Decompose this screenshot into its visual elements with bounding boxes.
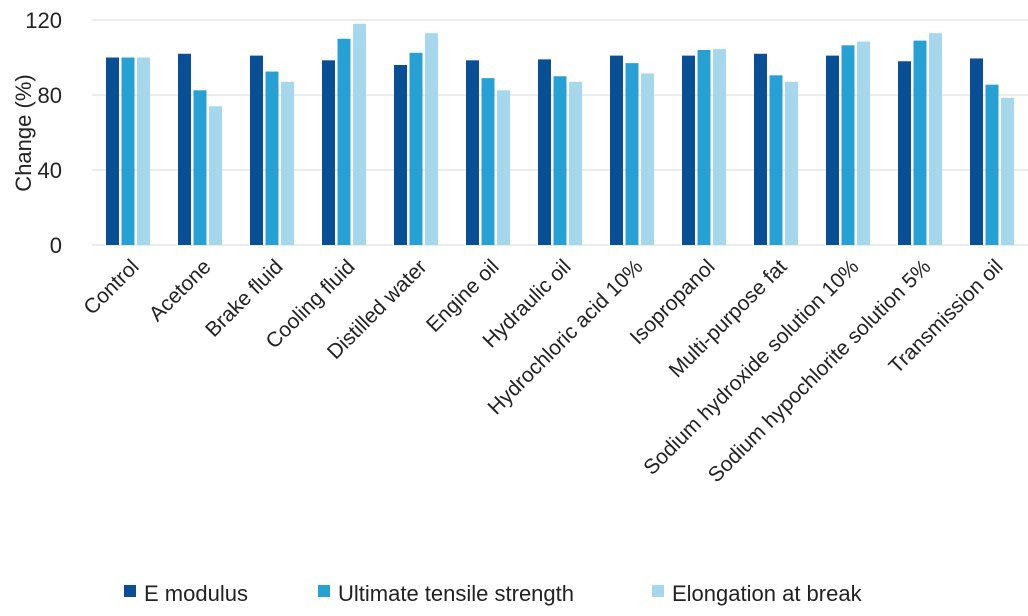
bar-e-modulus-9 (754, 53, 767, 245)
y-tick-label: 40 (38, 158, 62, 183)
y-tick-label: 0 (50, 233, 62, 258)
y-tick-label: 120 (25, 8, 62, 33)
bar-ultimate-tensile-strength-2 (265, 71, 279, 245)
y-axis-ticks: 0 40 80 120 (25, 8, 62, 258)
bar-elongation-at-break-4 (425, 33, 438, 245)
bar-e-modulus-1 (178, 53, 191, 245)
bar-e-modulus-10 (826, 55, 839, 245)
bar-e-modulus-12 (970, 58, 983, 245)
bar-ultimate-tensile-strength-8 (697, 50, 711, 245)
bar-ultimate-tensile-strength-1 (193, 90, 207, 245)
bar-elongation-at-break-10 (857, 41, 870, 245)
bar-elongation-at-break-7 (641, 73, 654, 245)
bar-e-modulus-8 (682, 55, 695, 245)
bars (106, 23, 1014, 245)
bar-ultimate-tensile-strength-7 (625, 63, 639, 245)
bar-e-modulus-5 (466, 60, 479, 245)
x-tick-label: Control (79, 255, 143, 319)
bar-e-modulus-11 (898, 61, 911, 245)
bar-elongation-at-break-0 (137, 57, 150, 245)
bar-ultimate-tensile-strength-3 (337, 38, 351, 245)
y-tick-label: 80 (38, 83, 62, 108)
legend-label: Ultimate tensile strength (338, 581, 574, 606)
bar-elongation-at-break-1 (209, 106, 222, 245)
bar-ultimate-tensile-strength-12 (985, 84, 999, 245)
legend: E modulus Ultimate tensile strength Elonga… (124, 581, 863, 606)
bar-e-modulus-4 (394, 65, 407, 245)
bar-elongation-at-break-8 (713, 49, 726, 245)
bar-ultimate-tensile-strength-5 (481, 78, 495, 245)
bar-elongation-at-break-3 (353, 23, 366, 245)
bar-ultimate-tensile-strength-6 (553, 76, 567, 245)
bar-ultimate-tensile-strength-9 (769, 75, 783, 245)
bar-elongation-at-break-5 (497, 90, 510, 245)
legend-label: Elongation at break (672, 581, 863, 606)
bar-ultimate-tensile-strength-10 (841, 45, 855, 245)
x-tick-label: Acetone (145, 255, 216, 326)
bar-ultimate-tensile-strength-11 (913, 40, 927, 245)
bar-e-modulus-6 (538, 59, 551, 245)
bar-e-modulus-2 (250, 55, 263, 245)
bar-elongation-at-break-6 (569, 81, 582, 245)
bar-e-modulus-0 (106, 57, 119, 245)
bar-elongation-at-break-2 (281, 81, 294, 245)
bar-e-modulus-7 (610, 55, 623, 245)
bar-ultimate-tensile-strength-4 (409, 52, 423, 245)
bar-elongation-at-break-12 (1001, 97, 1014, 245)
bar-ultimate-tensile-strength-0 (121, 57, 135, 245)
bar-elongation-at-break-11 (929, 33, 942, 245)
bar-e-modulus-3 (322, 60, 335, 245)
legend-swatch (318, 585, 330, 597)
y-axis-title: Change (%) (11, 74, 36, 191)
legend-label: E modulus (144, 581, 248, 606)
legend-swatch (652, 585, 664, 597)
legend-swatch (124, 585, 136, 597)
bar-elongation-at-break-9 (785, 81, 798, 245)
